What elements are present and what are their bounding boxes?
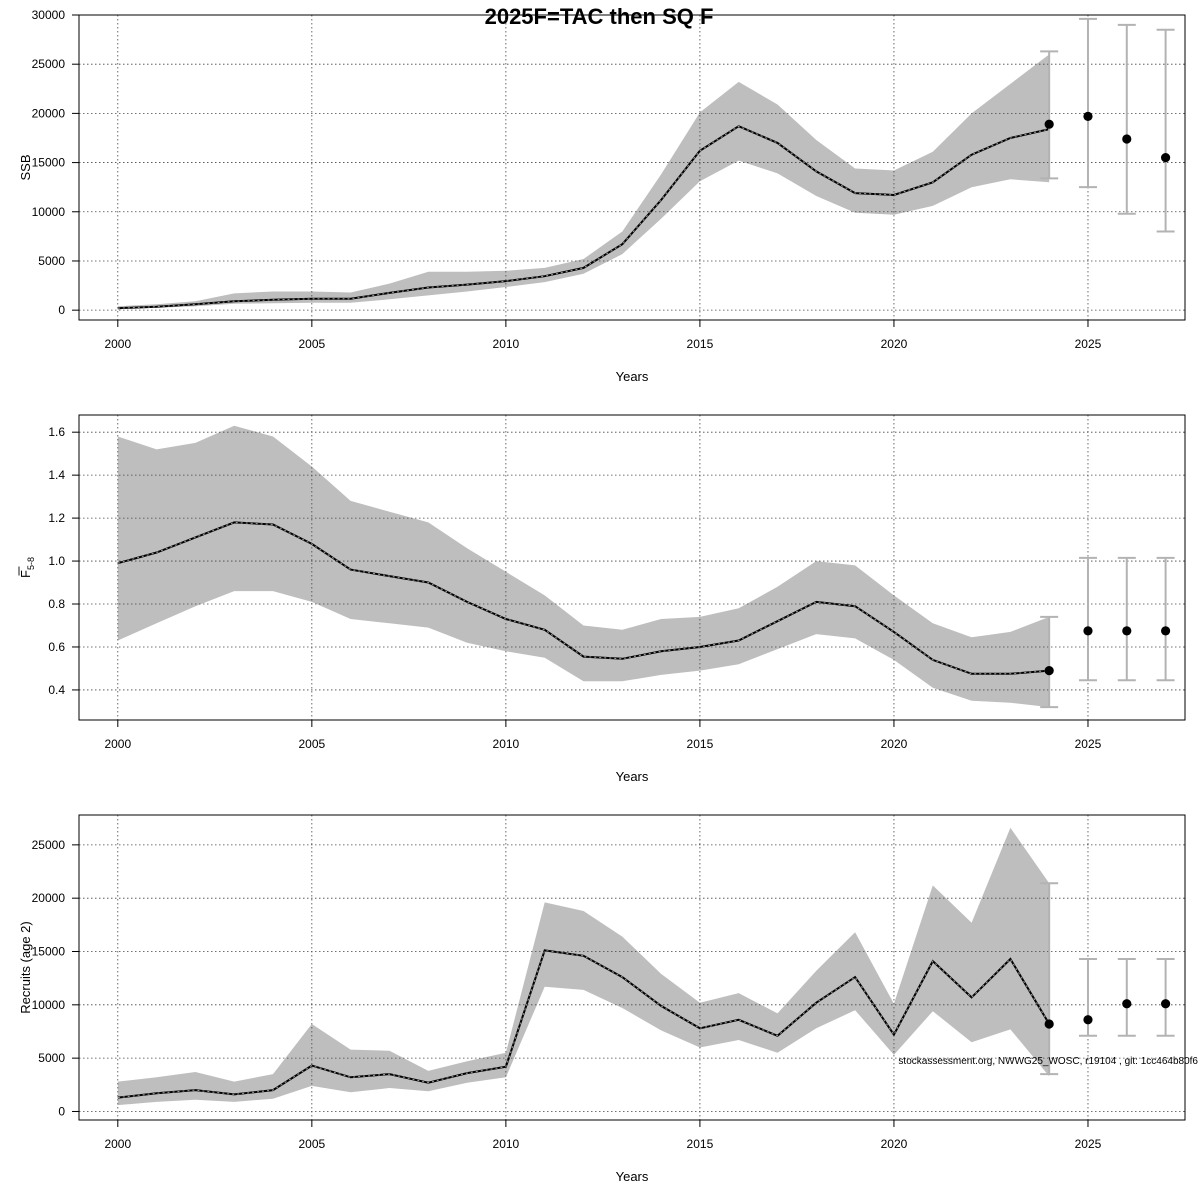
recruits-x-tick-label: 2010: [493, 1137, 520, 1151]
ssb-y-tick-label: 15000: [32, 156, 66, 170]
recruits-x-tick-label: 2000: [104, 1137, 131, 1151]
ssb-x-tick-label: 2015: [687, 337, 714, 351]
recruits-forecast-point: [1083, 1015, 1093, 1025]
f-y-tick-label: 0.8: [48, 597, 65, 611]
recruits-y-tick-label: 20000: [32, 891, 66, 905]
ssb-panel: 2000 2005 2010 2015 2020 2025 0 5000 10000 15000 2…: [18, 8, 1186, 384]
ssb-y-tick-label: 20000: [32, 106, 66, 120]
ssb-x-axis-label: Years: [616, 369, 649, 384]
recruits-y-tick-label: 5000: [38, 1051, 65, 1065]
ssb-y-tick-label: 10000: [32, 205, 66, 219]
f-forecast-point: [1122, 626, 1132, 636]
figure-title: 2025F=TAC then SQ F: [485, 4, 714, 29]
recruits-y-tick-label: 10000: [32, 998, 66, 1012]
f-forecast-point: [1083, 626, 1093, 636]
recruits-y-tick-label: 0: [58, 1104, 65, 1118]
f-y-tick-label: 1.2: [48, 511, 65, 525]
recruits-forecast-point: [1044, 1019, 1054, 1029]
f-x-axis-label: Years: [616, 769, 649, 784]
ssb-x-tick-label: 2000: [104, 337, 131, 351]
recruits-confidence-band: [117, 827, 1050, 1106]
recruits-y-tick-label: 25000: [32, 838, 66, 852]
recruits-forecast-point: [1122, 999, 1132, 1009]
recruitment-panel: 2000 2005 2010 2015 2020 2025 0 5000 10000 15000 2…: [18, 814, 1186, 1184]
recruits-plot-frame: [78, 814, 1186, 1121]
f-forecast-point: [1044, 665, 1054, 676]
f-x-tick-label: 2020: [881, 737, 908, 751]
fishing-mortality-panel: 2000 2005 2010 2015 2020 2025 0.4 0.6 0.8 1.0 1.2 1…: [18, 414, 1186, 784]
f-forecast-point: [1160, 626, 1171, 636]
recruits-forecast-point: [1160, 999, 1171, 1009]
ssb-x-tick-label: 2020: [881, 337, 908, 351]
recruits-x-tick-label: 2025: [1075, 1137, 1102, 1151]
f-y-tick-label: 0.4: [48, 683, 65, 697]
ssb-y-tick-label: 0: [58, 303, 65, 317]
f-y-tick-label: 1.0: [48, 554, 65, 568]
footnote: stockassessment.org, NWWG25_WOSC, r19104…: [898, 1056, 1198, 1067]
f-y-tick-label: 0.6: [48, 640, 65, 654]
ssb-x-tick-label: 2005: [298, 337, 325, 351]
f-y-axis-label: F5-8: [18, 557, 36, 578]
f-confidence-band: [117, 425, 1050, 708]
ssb-y-tick-label: 5000: [38, 254, 65, 268]
ssb-y-tick-label: 25000: [32, 57, 66, 71]
ssb-forecast-point: [1122, 134, 1132, 144]
ssb-estimate-line-dots: [117, 125, 1050, 309]
recruits-y-tick-label: 15000: [32, 945, 66, 959]
recruits-y-axis-label: Recruits (age 2): [18, 921, 33, 1013]
f-x-tick-label: 2005: [298, 737, 325, 751]
f-y-tick-label: 1.6: [48, 425, 65, 439]
ssb-x-tick-label: 2010: [493, 337, 520, 351]
ssb-y-axis-label: SSB: [18, 154, 33, 180]
ssb-y-tick-label: 30000: [32, 8, 66, 22]
ssb-estimate-line: [117, 125, 1050, 310]
ssb-x-tick-label: 2025: [1075, 337, 1102, 351]
recruits-x-tick-label: 2015: [687, 1137, 714, 1151]
ssb-forecast-point: [1160, 153, 1171, 163]
recruits-x-tick-label: 2020: [881, 1137, 908, 1151]
f-plot-frame: [78, 414, 1186, 721]
f-x-tick-label: 2025: [1075, 737, 1102, 751]
f-x-tick-label: 2000: [104, 737, 131, 751]
recruits-x-tick-label: 2005: [298, 1137, 325, 1151]
recruits-estimate-line-dots: [117, 949, 1050, 1099]
f-estimate-line: [117, 521, 1050, 675]
ssb-forecast-point: [1044, 119, 1054, 129]
ssb-plot-frame: [78, 14, 1186, 321]
recruits-x-axis-label: Years: [616, 1169, 649, 1184]
f-y-tick-label: 1.4: [48, 468, 65, 482]
f-x-tick-label: 2010: [493, 737, 520, 751]
f-x-tick-label: 2015: [687, 737, 714, 751]
ssb-forecast-point: [1083, 111, 1093, 121]
ssb-confidence-band: [117, 54, 1050, 310]
